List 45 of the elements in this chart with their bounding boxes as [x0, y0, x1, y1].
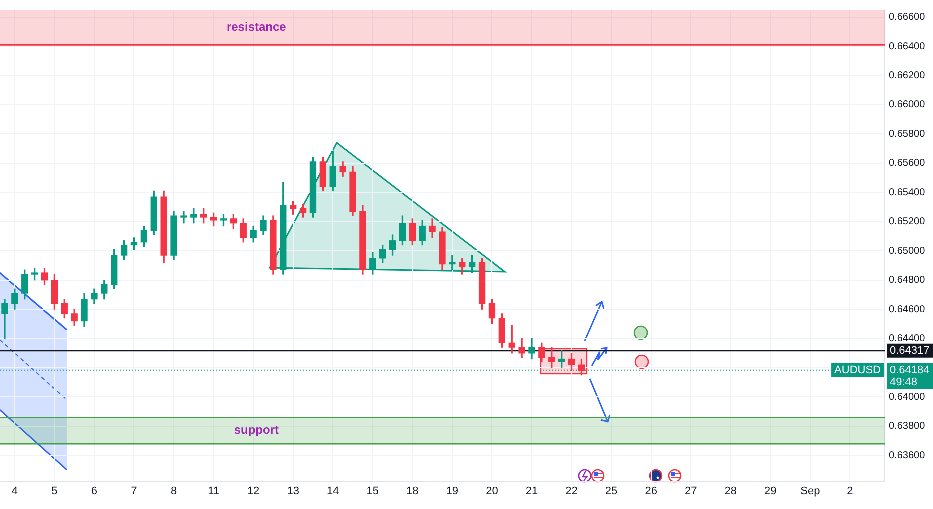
x-tick-label: 4: [12, 486, 18, 498]
ref-line-label: 0.64317: [890, 344, 930, 357]
x-tick-label: 25: [605, 486, 618, 498]
x-tick-label: 14: [326, 486, 340, 498]
x-tick-label: 7: [131, 486, 138, 498]
y-tick-label: 0.64000: [889, 392, 926, 403]
x-tick-label: 20: [486, 486, 498, 498]
x-tick-label: 18: [406, 486, 419, 498]
y-tick-label: 0.65200: [889, 216, 926, 228]
text: AUDUSD: [834, 364, 882, 376]
y-tick-label: 0.65400: [889, 187, 926, 198]
x-tick-label: 22: [566, 486, 578, 498]
x-tick-label: 11: [208, 486, 220, 498]
x-tick-label: 12: [247, 486, 260, 498]
x-tick-label: 19: [446, 486, 459, 498]
y-tick-label: 0.65600: [889, 158, 926, 170]
y-tick-label: 0.64800: [889, 275, 926, 286]
y-tick-label: 0.66000: [889, 100, 926, 111]
y-tick-label: 0.65800: [889, 128, 926, 140]
x-tick-label: 2: [847, 486, 854, 498]
x-tick-label: 26: [645, 486, 658, 498]
x-tick-label: 28: [724, 486, 737, 498]
y-tick-label: 0.64600: [889, 304, 926, 316]
y-tick-label: 0.63600: [889, 450, 926, 462]
candlestick: [180, 211, 188, 224]
y-tick-label: 0.66200: [889, 70, 926, 82]
x-tick-label: 29: [764, 486, 777, 498]
x-tick-label: 15: [366, 486, 380, 498]
x-tick-label: 6: [91, 486, 98, 498]
y-tick-label: 0.64400: [889, 334, 926, 345]
y-tick-label: 0.66600: [889, 12, 926, 24]
band-label: support: [234, 423, 279, 438]
ref-line-label: 0.64184: [890, 364, 930, 376]
x-tick-label: 27: [684, 486, 698, 498]
y-tick-label: 0.65000: [889, 246, 926, 257]
text: 49:48: [890, 376, 918, 388]
y-tick-label: 0.63800: [889, 421, 926, 432]
x-tick-label: 13: [287, 486, 300, 498]
y-tick-label: 0.66400: [889, 41, 926, 52]
candlestick: [449, 255, 456, 270]
band-label: resistance: [226, 20, 287, 34]
x-tick-label: Sep: [800, 486, 820, 498]
x-tick-label: 8: [170, 486, 178, 498]
x-tick-label: 5: [52, 486, 58, 498]
x-tick-label: 21: [526, 486, 538, 498]
